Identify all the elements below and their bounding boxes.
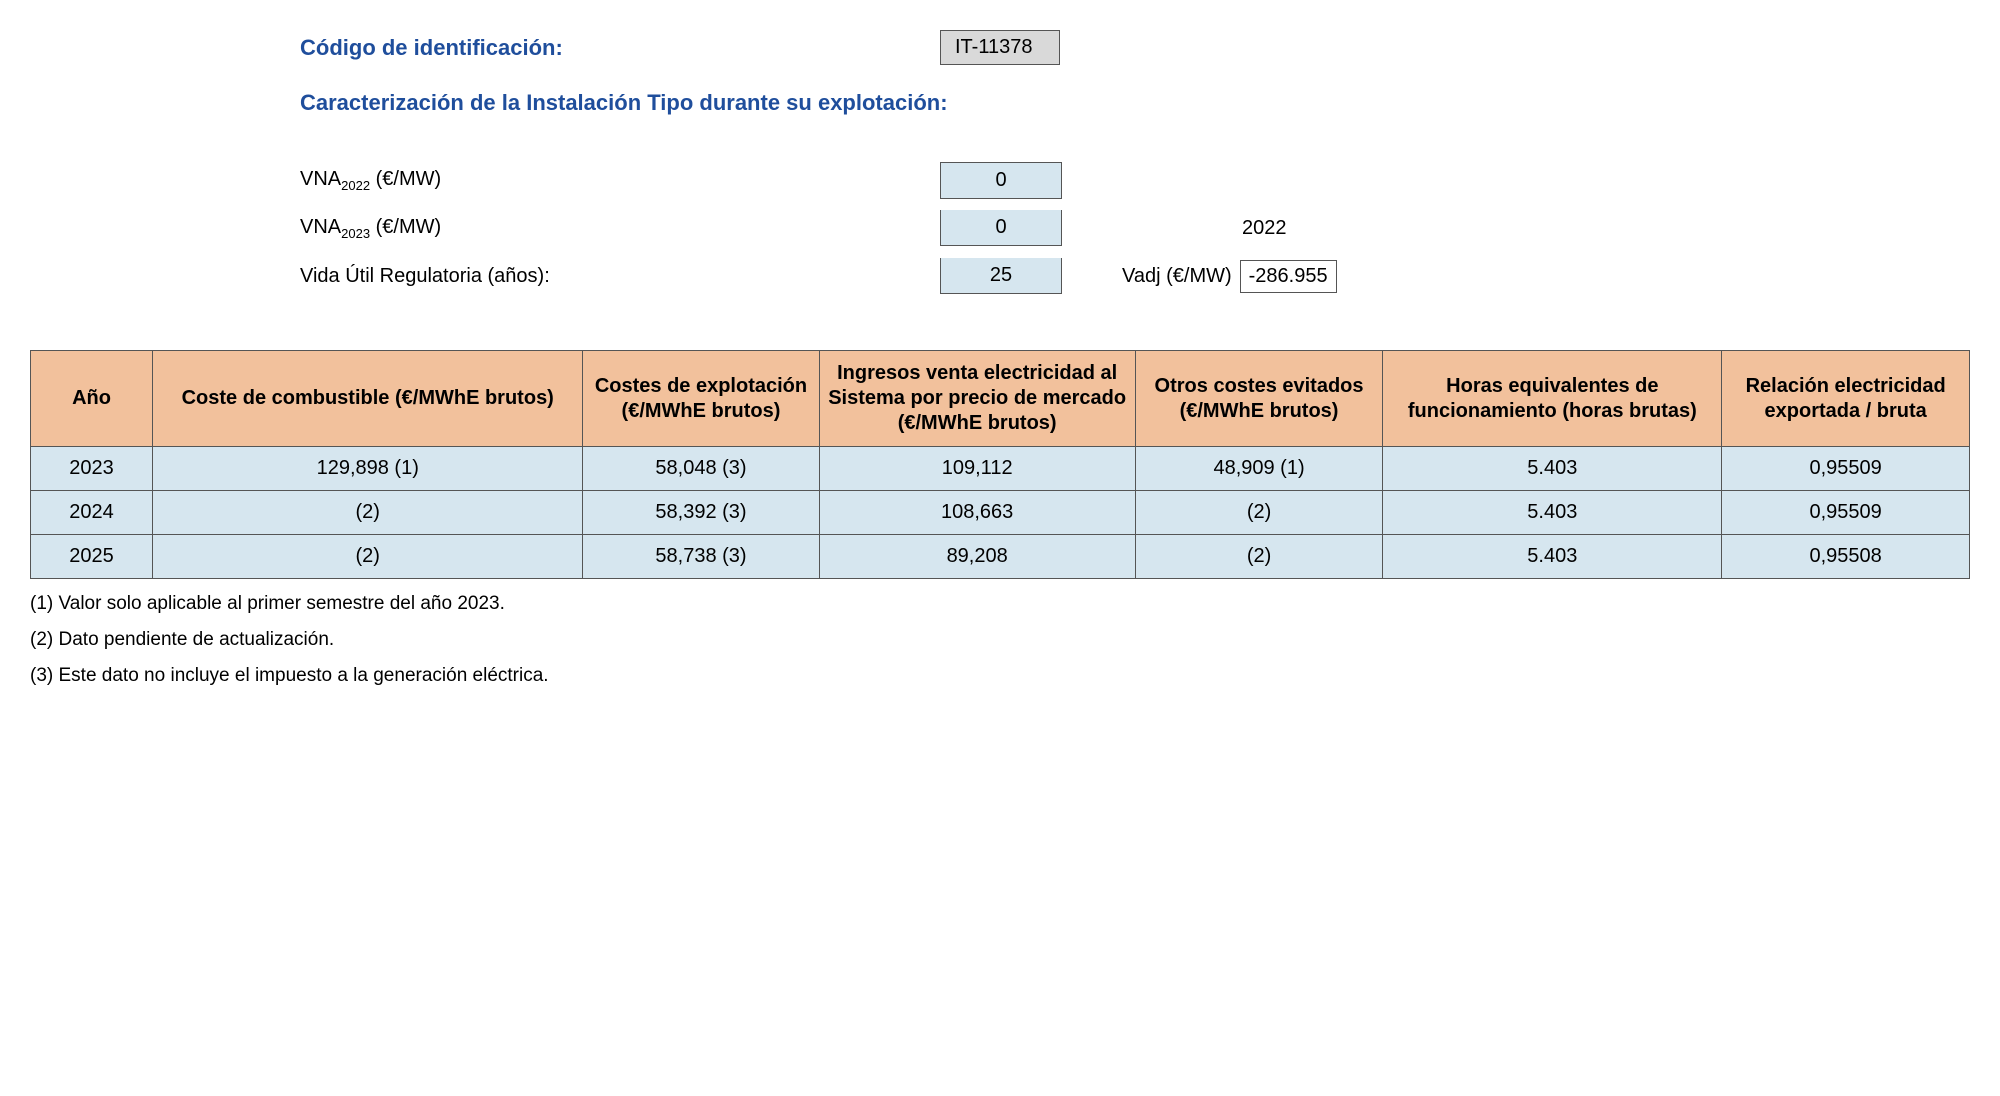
- col-relacion: Relación electricidad exportada / bruta: [1722, 351, 1970, 447]
- vida-row: Vida Útil Regulatoria (años): 25 Vadj (€…: [300, 252, 1970, 300]
- footnotes: (1) Valor solo aplicable al primer semes…: [30, 593, 1970, 687]
- cell: 48,909 (1): [1135, 447, 1383, 491]
- table-row: 2023 129,898 (1) 58,048 (3) 109,112 48,9…: [31, 447, 1970, 491]
- table-row: 2024 (2) 58,392 (3) 108,663 (2) 5.403 0,…: [31, 491, 1970, 535]
- vna2023-pre: VNA: [300, 216, 341, 238]
- code-value-box: IT-11378: [940, 30, 1060, 65]
- data-table: Año Coste de combustible (€/MWhE brutos)…: [30, 350, 1970, 579]
- code-label: Código de identificación:: [300, 35, 940, 61]
- cell: 129,898 (1): [153, 447, 583, 491]
- vna2023-value: 0: [940, 210, 1062, 246]
- footnote-1: (1) Valor solo aplicable al primer semes…: [30, 593, 1970, 615]
- cell: (2): [153, 491, 583, 535]
- cell: 58,392 (3): [583, 491, 819, 535]
- header-section: Código de identificación: IT-11378 Carac…: [300, 30, 1970, 116]
- cell: 58,048 (3): [583, 447, 819, 491]
- vadj-value: -286.955: [1240, 260, 1337, 293]
- vna2022-label: VNA2022 (€/MW): [300, 168, 940, 193]
- vna2023-post: (€/MW): [370, 216, 441, 238]
- table-row: 2025 (2) 58,738 (3) 89,208 (2) 5.403 0,9…: [31, 535, 1970, 579]
- vna2022-post: (€/MW): [370, 168, 441, 190]
- vna2023-label: VNA2023 (€/MW): [300, 216, 940, 241]
- cell: 2024: [31, 491, 153, 535]
- cell: 108,663: [819, 491, 1135, 535]
- cell: 109,112: [819, 447, 1135, 491]
- col-ano: Año: [31, 351, 153, 447]
- footnote-2: (2) Dato pendiente de actualización.: [30, 629, 1970, 651]
- cell: 5.403: [1383, 535, 1722, 579]
- col-coste-combustible: Coste de combustible (€/MWhE brutos): [153, 351, 583, 447]
- vadj-label: Vadj (€/MW): [1122, 265, 1232, 288]
- col-ingresos: Ingresos venta electricidad al Sistema p…: [819, 351, 1135, 447]
- cell: (2): [1135, 535, 1383, 579]
- cell: 0,95508: [1722, 535, 1970, 579]
- cell: 2023: [31, 447, 153, 491]
- col-costes-explotacion: Costes de explotación (€/MWhE brutos): [583, 351, 819, 447]
- col-horas: Horas equivalentes de funcionamiento (ho…: [1383, 351, 1722, 447]
- cell: 89,208: [819, 535, 1135, 579]
- cell: 58,738 (3): [583, 535, 819, 579]
- subtitle: Caracterización de la Instalación Tipo d…: [300, 90, 1970, 116]
- vna2022-sub: 2022: [341, 178, 370, 193]
- vadj-wrap: Vadj (€/MW) -286.955: [1122, 260, 1337, 293]
- vna2022-pre: VNA: [300, 168, 341, 190]
- cell: 5.403: [1383, 491, 1722, 535]
- vna2023-row: VNA2023 (€/MW) 0 2022: [300, 204, 1970, 252]
- cell: 2025: [31, 535, 153, 579]
- cell: 0,95509: [1722, 491, 1970, 535]
- vna2023-sub: 2023: [341, 226, 370, 241]
- col-otros-costes: Otros costes evitados (€/MWhE brutos): [1135, 351, 1383, 447]
- vida-value: 25: [940, 258, 1062, 294]
- cell: 5.403: [1383, 447, 1722, 491]
- side-year: 2022: [1242, 217, 1287, 240]
- params-section: VNA2022 (€/MW) 0 VNA2023 (€/MW) 0 2022 V…: [300, 156, 1970, 300]
- code-row: Código de identificación: IT-11378: [300, 30, 1970, 65]
- table-header-row: Año Coste de combustible (€/MWhE brutos)…: [31, 351, 1970, 447]
- vna2022-value: 0: [940, 162, 1062, 199]
- footnote-3: (3) Este dato no incluye el impuesto a l…: [30, 665, 1970, 687]
- cell: (2): [1135, 491, 1383, 535]
- cell: (2): [153, 535, 583, 579]
- vida-label: Vida Útil Regulatoria (años):: [300, 265, 940, 288]
- vna2022-row: VNA2022 (€/MW) 0: [300, 156, 1970, 204]
- cell: 0,95509: [1722, 447, 1970, 491]
